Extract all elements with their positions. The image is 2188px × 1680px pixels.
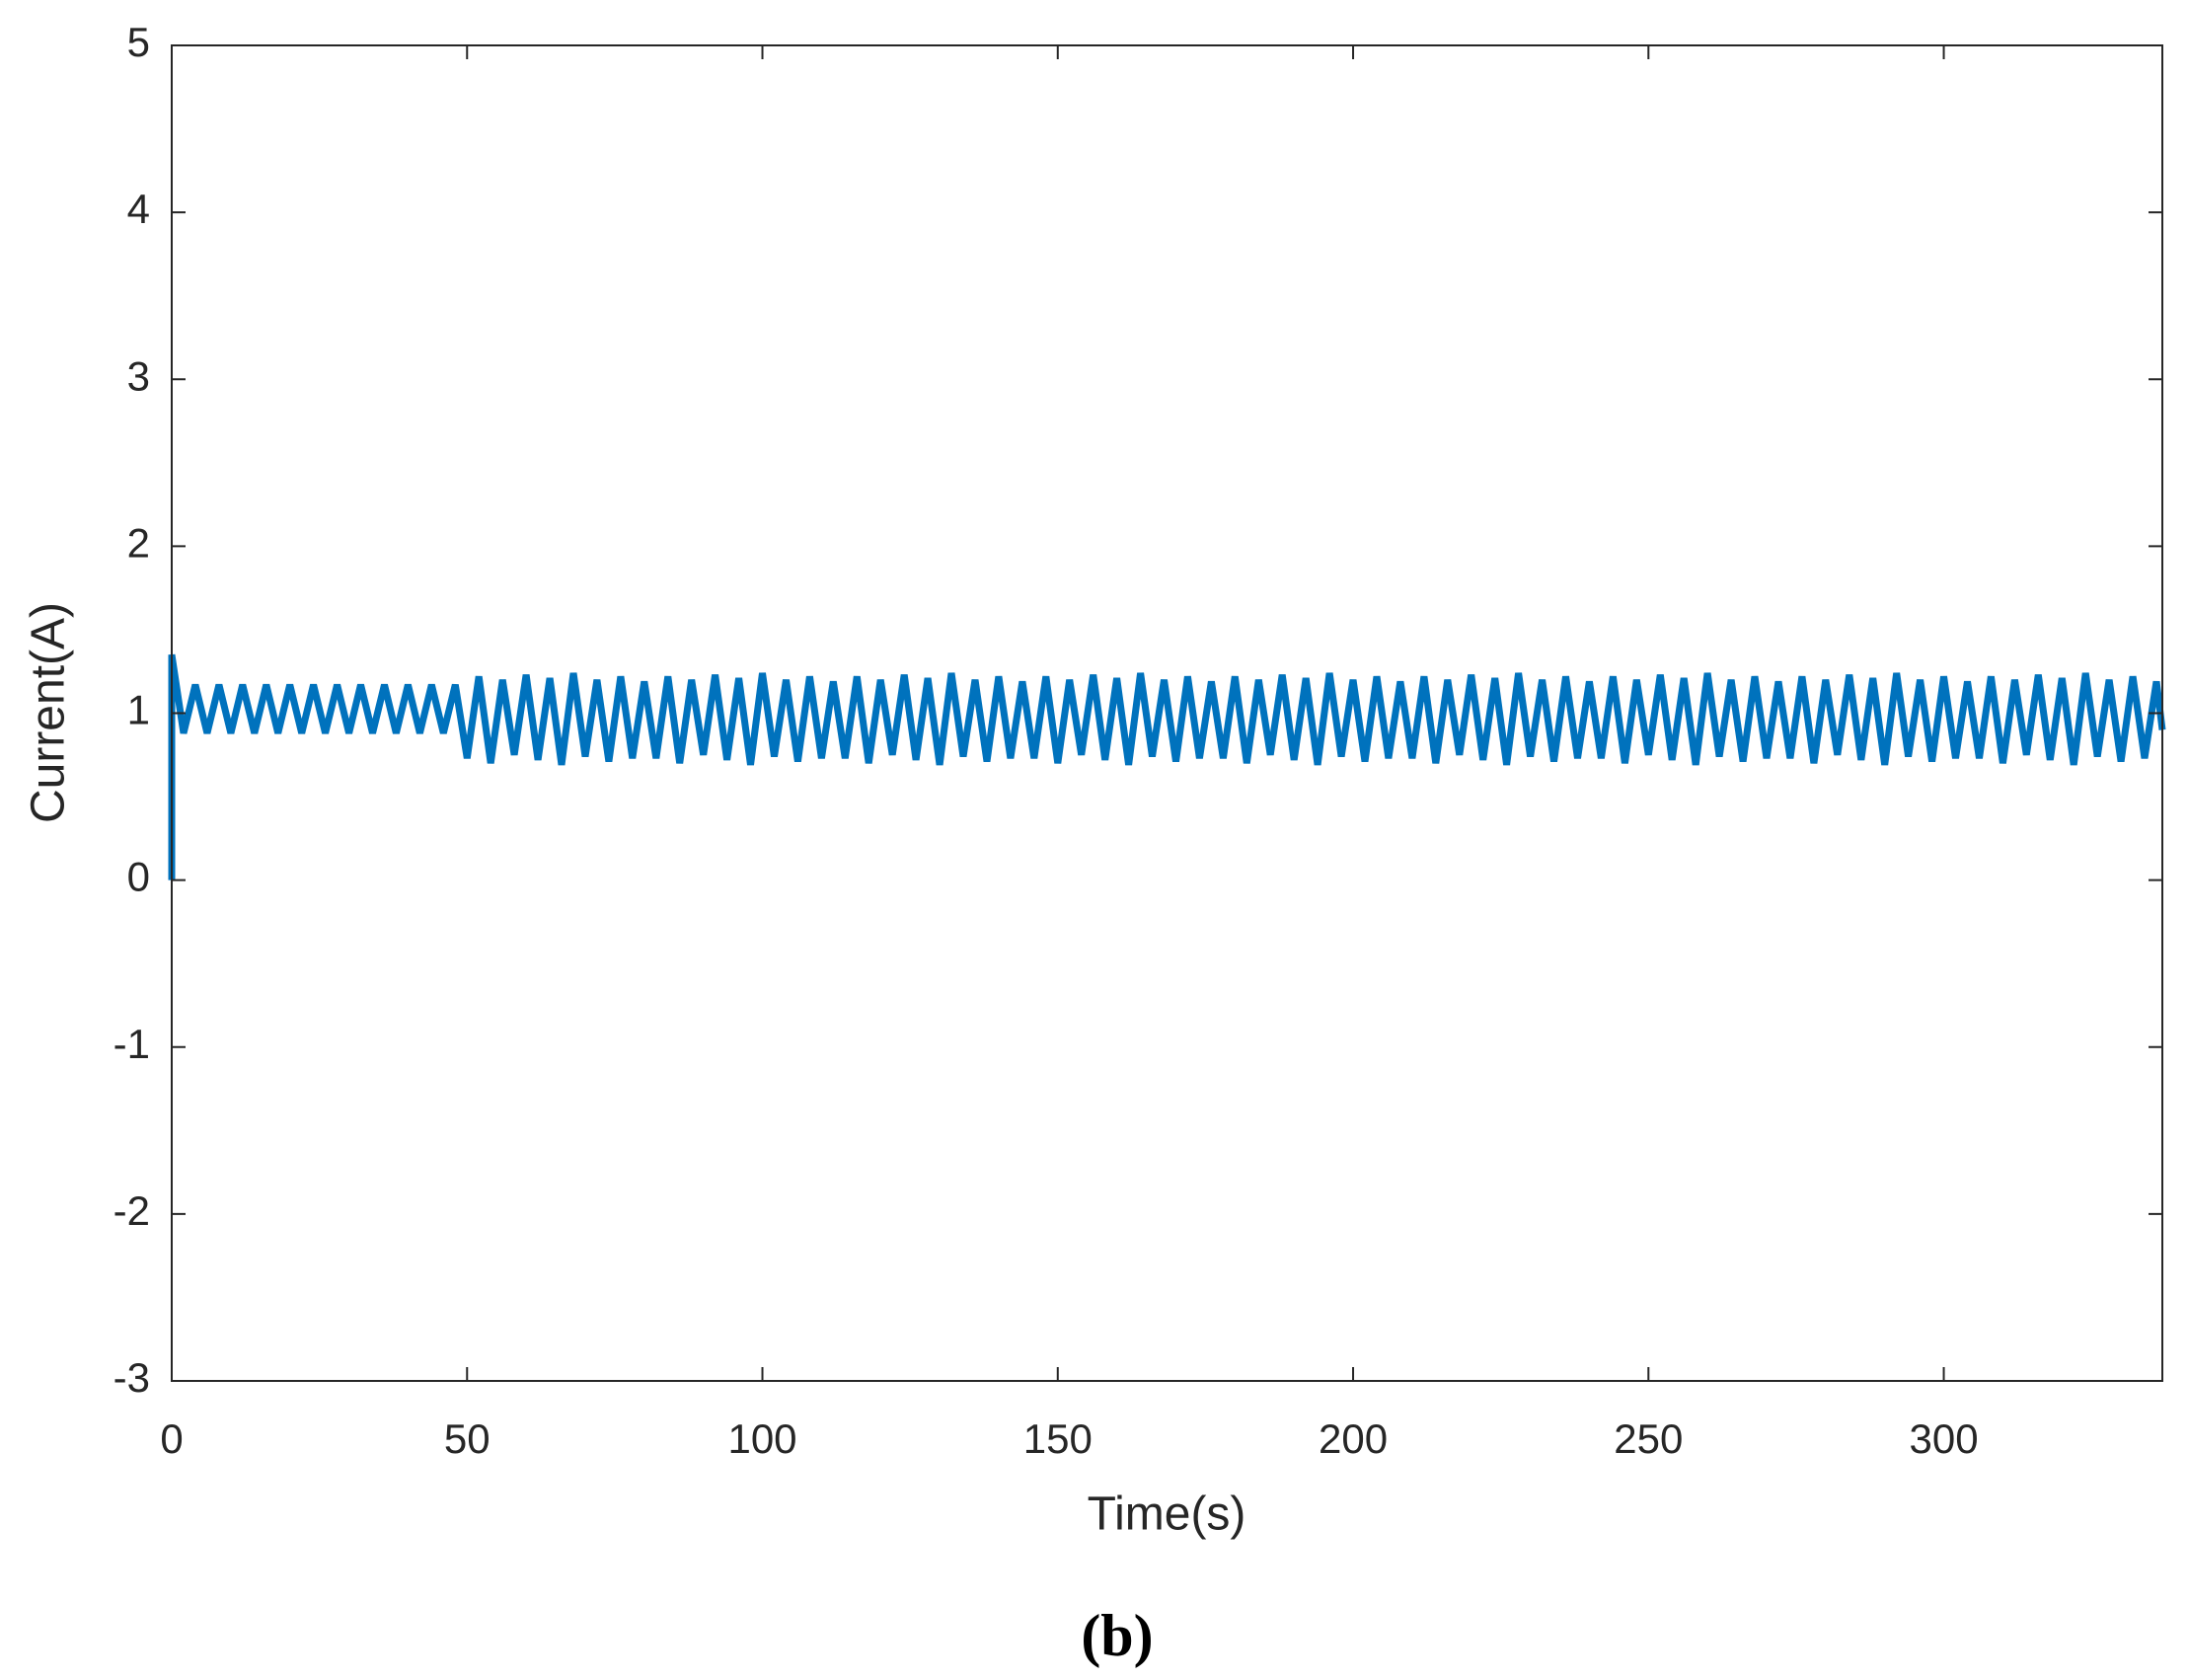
y-tick-label: -2: [113, 1187, 150, 1234]
x-tick-label: 0: [160, 1415, 183, 1462]
x-tick-label: 150: [1023, 1415, 1093, 1462]
y-tick-label: 1: [127, 687, 150, 733]
y-tick-label: 2: [127, 519, 150, 566]
x-tick-label: 300: [1910, 1415, 1979, 1462]
y-tick-label: 4: [127, 186, 150, 232]
x-tick-label: 100: [727, 1415, 796, 1462]
data-line: [168, 653, 2166, 880]
x-tick-label: 50: [444, 1415, 490, 1462]
x-tick-label: 200: [1319, 1415, 1388, 1462]
caption: (b): [1081, 1603, 1153, 1668]
y-tick-label: -3: [113, 1354, 150, 1401]
y-tick-label: 0: [127, 854, 150, 900]
x-axis-label: Time(s): [1088, 1489, 1246, 1541]
y-tick-label: -1: [113, 1021, 150, 1067]
x-tick-label: 250: [1614, 1415, 1683, 1462]
y-axis-label: Current(A): [23, 602, 75, 823]
y-tick-label: 5: [127, 19, 150, 65]
y-tick-label: 3: [127, 352, 150, 399]
